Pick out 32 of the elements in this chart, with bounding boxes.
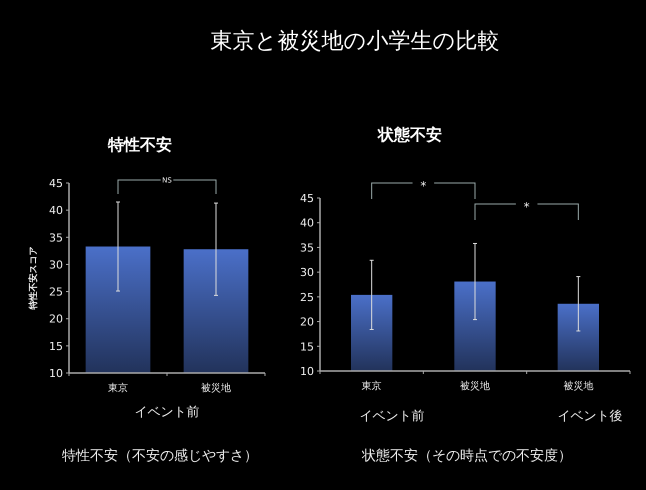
x-tick-label: 被災地	[460, 380, 490, 392]
chart-title: 特性不安	[107, 135, 172, 154]
y-tick-label: 10	[49, 367, 63, 380]
y-tick-label: 35	[300, 241, 314, 254]
text: 東京と被災地の小学生の比較	[210, 29, 500, 54]
y-tick-label: 35	[49, 231, 63, 244]
y-tick-label: 15	[49, 340, 63, 353]
y-tick-label: 40	[300, 216, 314, 230]
y-tick-label: 45	[49, 177, 63, 190]
text: *	[420, 179, 426, 194]
text: イベント前	[360, 409, 424, 424]
y-tick-label: 25	[49, 286, 63, 299]
annotation: *	[524, 200, 530, 214]
text: 状態不安（その時点での不安度）	[361, 448, 572, 464]
y-tick-label: 25	[300, 290, 314, 304]
y-axis-title: 特性不安スコア	[28, 246, 39, 310]
y-tick-label: 20	[300, 316, 314, 329]
y-tick-label: 20	[49, 312, 63, 326]
y-tick-label: 15	[300, 340, 314, 354]
y-tick-label: 30	[49, 258, 63, 272]
y-tick-label: 30	[300, 266, 314, 280]
chart-title: 状態不安	[377, 125, 442, 144]
x-tick-label: 東京	[108, 382, 128, 394]
text: イベント後	[558, 409, 622, 424]
text: 特性不安（不安の感じやすさ）	[62, 448, 258, 464]
x-tick-label: 被災地	[563, 380, 594, 392]
x-tick-label: 被災地	[201, 382, 231, 394]
y-tick-label: 45	[300, 192, 314, 205]
y-tick-label: 10	[300, 365, 314, 378]
x-axis-title: イベント前	[134, 405, 200, 420]
y-tick-label: 40	[49, 204, 63, 218]
x-tick-label: 東京	[362, 380, 382, 392]
